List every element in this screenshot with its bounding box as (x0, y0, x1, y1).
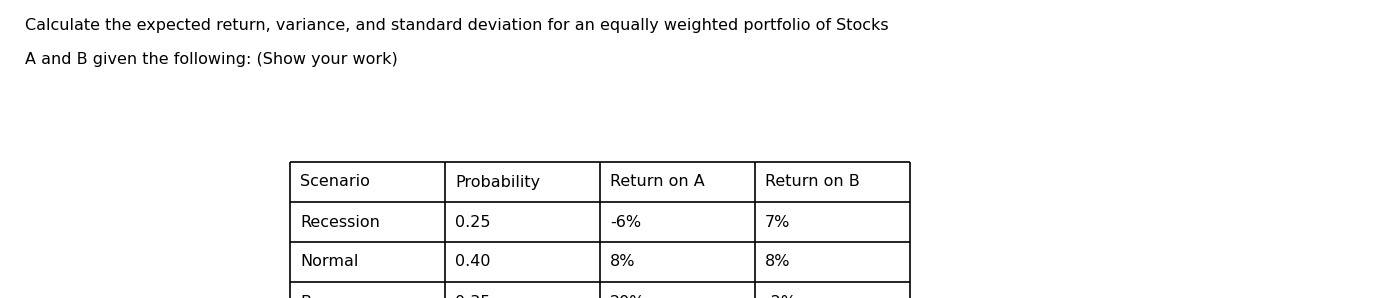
Text: 7%: 7% (765, 215, 790, 229)
Text: 8%: 8% (610, 254, 635, 269)
Text: -2%: -2% (765, 294, 796, 298)
Text: 20%: 20% (610, 294, 645, 298)
Text: 0.40: 0.40 (455, 254, 490, 269)
Text: Normal: Normal (300, 254, 359, 269)
Text: 8%: 8% (765, 254, 790, 269)
Text: Recession: Recession (300, 215, 380, 229)
Text: Return on A: Return on A (610, 175, 705, 190)
Text: Return on B: Return on B (765, 175, 860, 190)
Text: -6%: -6% (610, 215, 641, 229)
Text: 0.35: 0.35 (455, 294, 490, 298)
Text: A and B given the following: (Show your work): A and B given the following: (Show your … (25, 52, 398, 67)
Text: Calculate the expected return, variance, and standard deviation for an equally w: Calculate the expected return, variance,… (25, 18, 889, 33)
Text: Probability: Probability (455, 175, 540, 190)
Text: Boom: Boom (300, 294, 346, 298)
Text: Scenario: Scenario (300, 175, 370, 190)
Text: 0.25: 0.25 (455, 215, 490, 229)
